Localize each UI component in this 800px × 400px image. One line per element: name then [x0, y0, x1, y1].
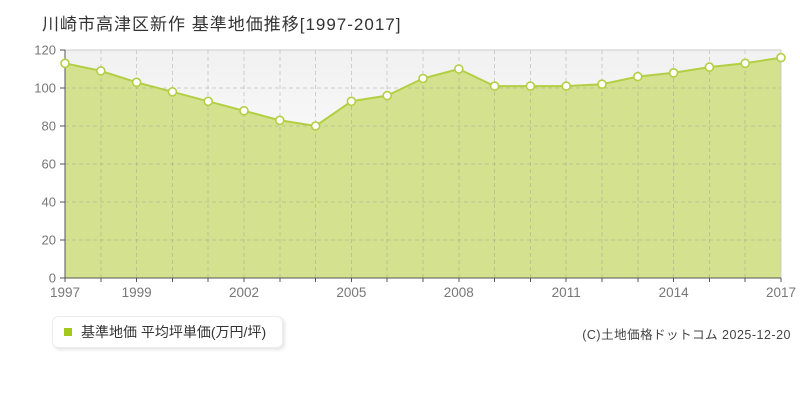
- data-point-2008[interactable]: [453, 64, 464, 74]
- price-area-chart: 0 20 40 60 80 100 120 1997 1999 2002 2005 2008 2011 2…: [34, 43, 796, 301]
- data-point-2001[interactable]: [203, 96, 213, 107]
- data-point-2003[interactable]: [274, 115, 285, 126]
- data-point-2002[interactable]: [239, 106, 249, 116]
- data-point-2010[interactable]: [525, 81, 536, 91]
- data-point-2005[interactable]: [346, 96, 357, 107]
- data-point-2009[interactable]: [489, 81, 500, 91]
- data-point-1998[interactable]: [96, 66, 106, 76]
- x-tick-label: 2011: [552, 285, 581, 300]
- x-tick-label: 2017: [766, 285, 796, 300]
- y-tick-label: 80: [42, 119, 56, 134]
- x-tick-label: 2008: [444, 285, 474, 300]
- data-point-2011[interactable]: [561, 81, 572, 91]
- x-tick-label: 1999: [122, 285, 152, 300]
- data-point-2013[interactable]: [632, 71, 643, 82]
- data-point-2014[interactable]: [668, 68, 679, 78]
- data-point-2012[interactable]: [597, 79, 607, 89]
- data-point-2015[interactable]: [704, 62, 715, 72]
- data-point-2000[interactable]: [167, 87, 178, 97]
- x-tick-label: 1997: [50, 285, 80, 300]
- data-point-2007[interactable]: [418, 73, 428, 84]
- data-point-1997[interactable]: [60, 58, 70, 69]
- y-tick-label: 120: [34, 43, 56, 58]
- x-tick-label: 2002: [229, 285, 259, 300]
- x-tick-label: 2005: [336, 285, 366, 300]
- legend-marker-icon: [64, 328, 72, 336]
- data-point-2016[interactable]: [740, 58, 751, 69]
- data-point-2017[interactable]: [776, 52, 786, 63]
- copyright-text: (C)土地価格ドットコム 2025-12-20: [582, 328, 791, 342]
- page-title: 川崎市高津区新作 基準地価推移[1997-2017]: [42, 15, 402, 34]
- y-tick-label: 20: [42, 233, 56, 248]
- data-point-1999[interactable]: [131, 77, 142, 88]
- y-tick-label: 40: [42, 195, 56, 210]
- x-tick-label: 2014: [659, 285, 690, 300]
- y-tick-label: 100: [34, 81, 56, 96]
- legend: 基準地価 平均坪単価(万円/坪): [52, 316, 284, 348]
- legend-label: 基準地価 平均坪単価(万円/坪): [81, 324, 267, 340]
- y-tick-label: 0: [49, 271, 56, 286]
- data-point-2006[interactable]: [382, 90, 393, 101]
- y-tick-label: 60: [42, 157, 56, 172]
- data-point-2004[interactable]: [310, 121, 321, 131]
